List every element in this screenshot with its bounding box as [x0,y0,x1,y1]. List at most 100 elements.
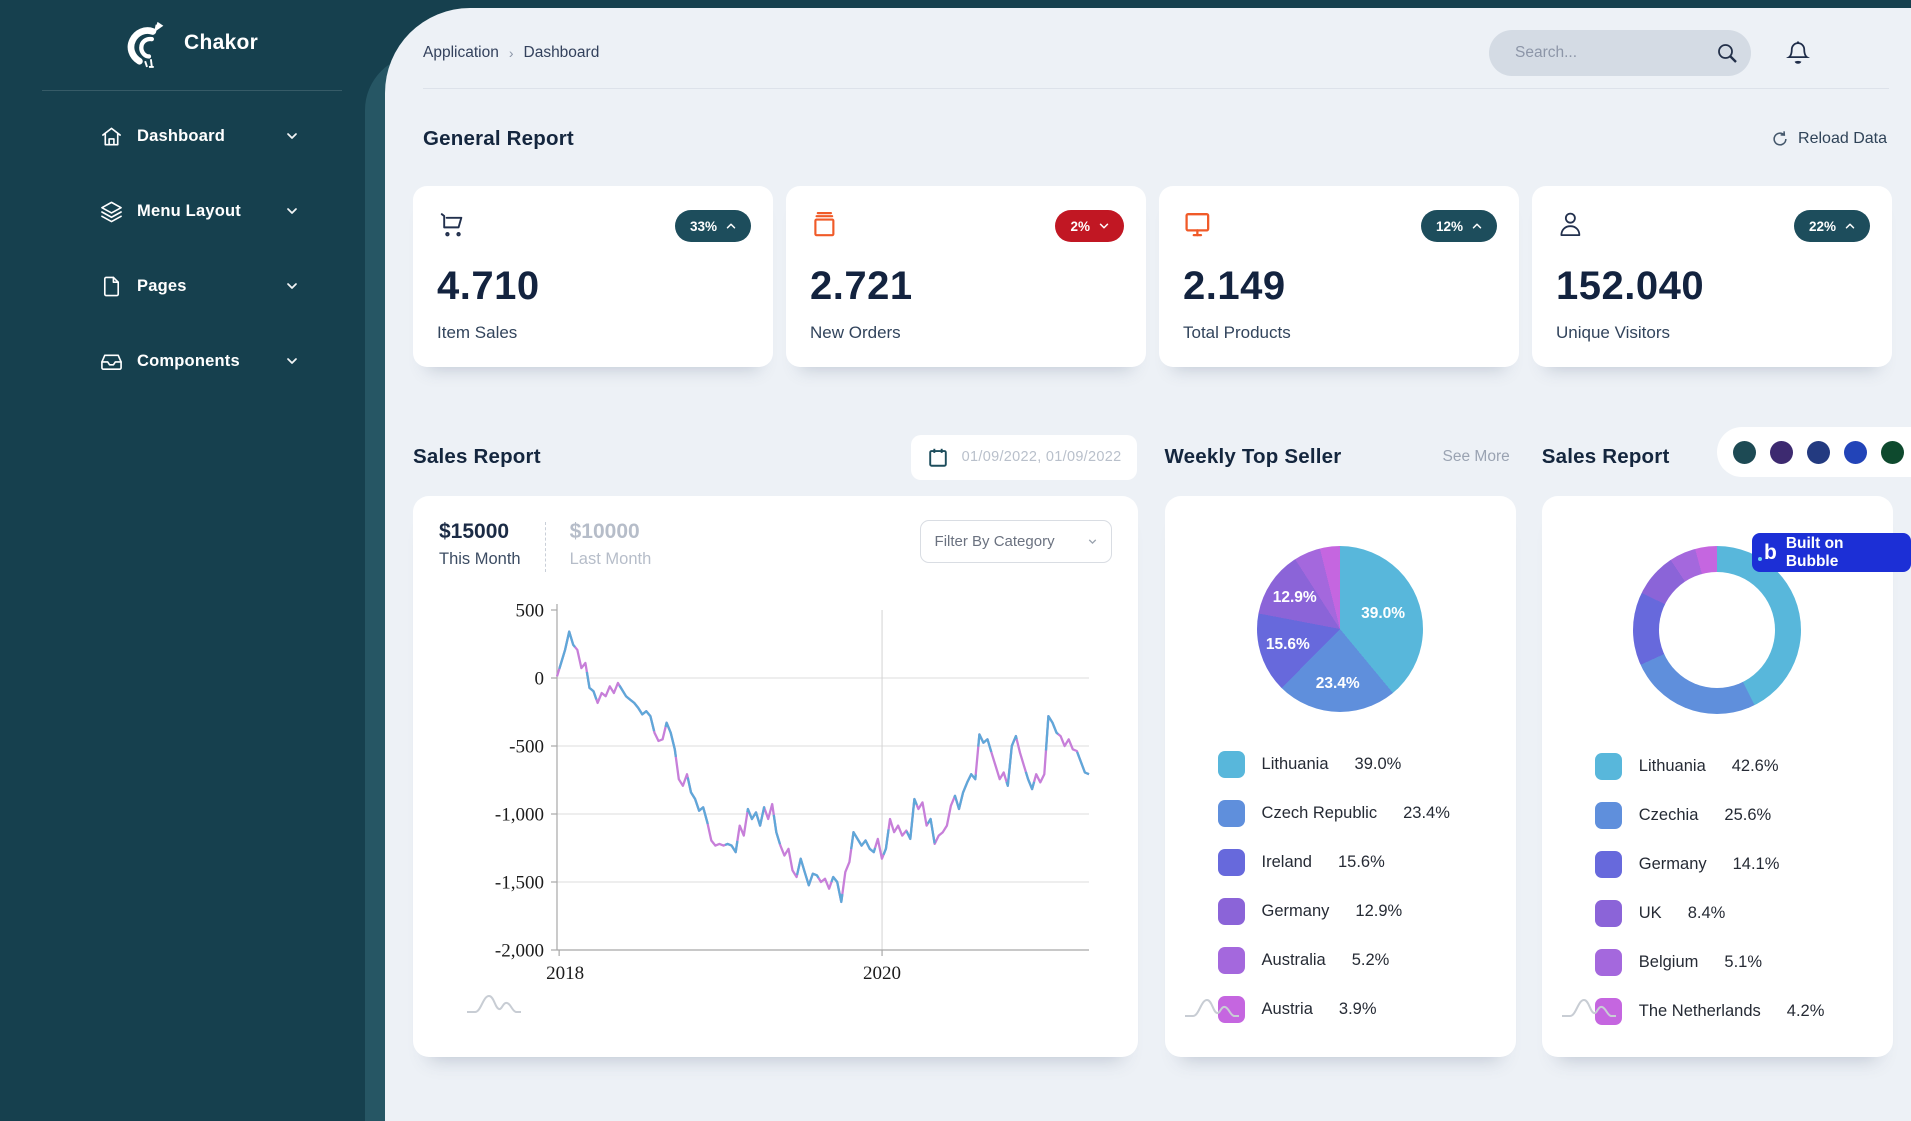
bubble-logo-icon: b [1758,541,1777,564]
donut-hole [1659,572,1776,688]
file-icon [100,274,124,298]
donut-legend: Lithuania 42.6% Czechia 25.6% Germany 14.1% UK… [1542,742,1893,1036]
see-more-link[interactable]: See More [1442,448,1510,465]
legend-item-lithuania: Lithuania 42.6% [1594,742,1893,791]
legend-value: 25.6% [1724,806,1772,824]
weekly-pie-chart: 39.0% 23.4% 15.6% 12.9% [1257,546,1424,712]
breadcrumb: Application › Dashboard [423,44,599,62]
sidebar-item-pages[interactable]: Pages [100,271,300,301]
chakor-bird-icon [125,18,171,68]
stat-value: 2.721 [810,264,913,308]
legend-value: 12.9% [1355,902,1403,920]
main-content: Application › Dashboard [385,8,1911,1121]
sidebar-item-label: Components [137,351,240,370]
legend-item-uk: UK 8.4% [1594,889,1893,938]
layers-icon [100,199,124,223]
refresh-icon [1771,130,1789,148]
svg-text:-1,000: -1,000 [495,805,544,826]
sidebar-item-label: Pages [137,276,187,295]
sales-donut-chart [1633,546,1802,714]
cart-icon [437,210,466,239]
breadcrumb-separator-icon: › [508,45,514,61]
stat-value: 152.040 [1556,264,1705,308]
trend-badge: 12% [1420,210,1497,242]
stat-card-new-orders: 2% 2.721 New Orders [786,186,1146,367]
legend-item-germany: Germany 12.9% [1217,887,1516,936]
stat-value: 4.710 [437,264,540,308]
legend-swatch [1217,849,1245,876]
chevron-up-icon [724,219,738,233]
svg-text:-1,500: -1,500 [495,873,544,894]
legend-label: Lithuania [1261,755,1329,773]
series-dot [1843,440,1867,464]
legend-swatch [1217,751,1245,778]
legend-label: Czech Republic [1261,804,1378,822]
trend-badge: 22% [1793,210,1870,242]
legend-swatch [1217,898,1245,925]
svg-text:-2,000: -2,000 [495,941,544,962]
search-input[interactable] [1515,44,1715,62]
monitor-icon [1183,210,1212,239]
stat-label: Total Products [1183,323,1291,342]
breadcrumb-dashboard[interactable]: Dashboard [523,44,600,61]
reload-data-button[interactable]: Reload Data [1771,130,1887,148]
legend-value: 14.1% [1732,855,1780,873]
dashed-divider [544,522,546,572]
chevron-down-icon [284,128,300,144]
legend-swatch [1217,800,1245,827]
legend-swatch [1217,996,1245,1023]
svg-text:2018: 2018 [546,963,584,984]
legend-label: Czechia [1638,806,1699,824]
chevron-down-icon [1088,539,1096,545]
chevron-up-icon [1470,219,1484,233]
sidebar-item-menu-layout[interactable]: Menu Layout [100,196,300,226]
topbar: Application › Dashboard [413,8,1893,80]
trend-badge: 2% [1055,210,1124,242]
sales-report-right-title: Sales Report [1541,445,1670,468]
sidebar-item-dashboard[interactable]: Dashboard [100,121,300,151]
stat-label: Item Sales [437,323,518,342]
filter-by-category-select[interactable]: Filter By Category [919,520,1112,563]
legend-value: 42.6% [1731,757,1779,775]
trend-value: 22% [1808,218,1836,234]
sales-report-title: Sales Report [413,445,541,468]
legend-item-czech-republic: Czech Republic 23.4% [1217,789,1516,838]
built-on-bubble-badge[interactable]: b Built on Bubble [1752,533,1911,572]
weekly-top-seller-title: Weekly Top Seller [1164,445,1342,468]
pie-slice-label: 12.9% [1272,589,1317,607]
trend-value: 33% [689,218,717,234]
chevron-down-icon [1097,219,1111,233]
sales-line-chart-card: $15000 This Month $10000 Last Month Filt… [413,496,1138,1057]
legend-item-czechia: Czechia 25.6% [1594,791,1893,840]
date-range-input[interactable]: 01/09/2022, 01/09/2022 [910,434,1138,480]
date-range-value: 01/09/2022, 01/09/2022 [961,449,1122,465]
search-icon[interactable] [1715,41,1739,65]
topbar-divider [423,88,1889,89]
bell-icon[interactable] [1785,40,1811,67]
pie-slice-label: 15.6% [1265,636,1310,654]
legend-swatch [1594,851,1622,878]
legend-swatch [1594,998,1622,1025]
legend-swatch [1217,947,1245,974]
general-report-title: General Report [423,127,574,150]
stat-card-item-sales: 33% 4.710 Item Sales [413,186,773,367]
legend-item-germany: Germany 14.1% [1594,840,1893,889]
chevron-down-icon [284,278,300,294]
user-icon [1556,210,1585,239]
legend-item-austria: Austria 3.9% [1217,985,1516,1034]
legend-label: Lithuania [1638,757,1706,775]
orders-icon [810,210,839,239]
legend-value: 5.2% [1351,951,1390,969]
trend-value: 2% [1070,218,1090,234]
trend-badge: 33% [674,210,751,242]
breadcrumb-application[interactable]: Application [423,44,499,61]
sidebar-item-components[interactable]: Components [100,346,300,376]
legend-label: The Netherlands [1638,1002,1761,1020]
wave-decoration-icon [1560,993,1618,1021]
legend-value: 15.6% [1337,853,1385,871]
chevron-down-icon [284,203,300,219]
legend-swatch [1594,802,1622,829]
logo: Chakor [0,0,365,68]
legend-value: 39.0% [1354,755,1402,773]
legend-item-belgium: Belgium 5.1% [1594,938,1893,987]
